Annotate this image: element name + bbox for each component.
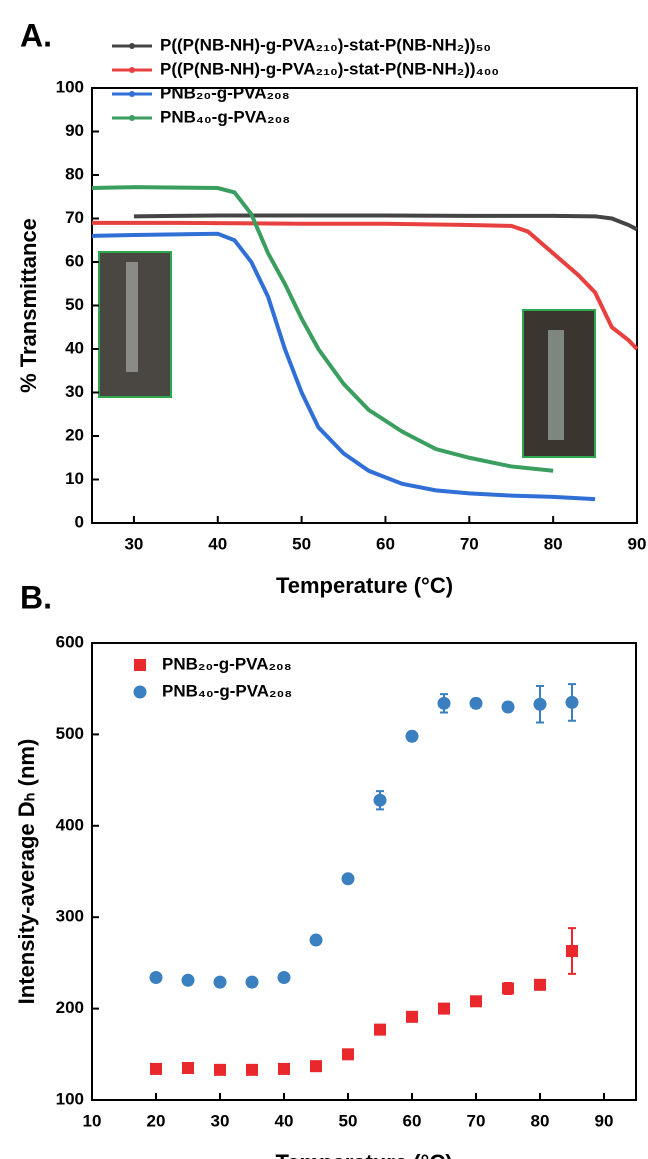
point [213, 975, 227, 989]
legend-label: PNB₄₀-g-PVA₂₀₈ [162, 681, 292, 700]
point [502, 982, 514, 995]
y-tick-label: 40 [65, 338, 84, 357]
x-tick-label: 80 [531, 1111, 550, 1130]
x-tick-label: 40 [275, 1111, 294, 1130]
point [470, 995, 482, 1008]
point [373, 793, 387, 807]
y-axis-title: % Transmittance [16, 218, 41, 393]
legend-marker [129, 67, 135, 73]
legend-label: P((P(NB-NH)-g-PVA₂₁₀)-stat-P(NB-NH₂))₅₀ [160, 35, 491, 54]
y-tick-label: 0 [75, 512, 84, 531]
point [566, 945, 578, 958]
x-tick-label: 40 [208, 534, 227, 553]
point [406, 1010, 418, 1023]
point [246, 1063, 258, 1076]
x-tick-label: 80 [544, 534, 563, 553]
x-tick-label: 20 [147, 1111, 166, 1130]
legend-label: PNB₂₀-g-PVA₂₀₈ [162, 654, 292, 673]
y-tick-label: 70 [65, 208, 84, 227]
point [149, 971, 163, 985]
plot-frame [91, 642, 637, 1101]
y-tick-label: 300 [56, 907, 84, 926]
series-line [91, 185, 554, 473]
point [534, 978, 546, 991]
x-tick-label: 70 [467, 1111, 486, 1130]
point [182, 1062, 194, 1075]
series-line [91, 231, 596, 502]
legend-marker [134, 659, 146, 671]
y-tick-label: 100 [56, 77, 84, 96]
point [277, 971, 291, 985]
y-axis-title: Intensity-average Dₕ (nm) [14, 739, 39, 1005]
series-line [133, 213, 638, 232]
y-tick-label: 200 [56, 998, 84, 1017]
y-tick-label: 100 [56, 1089, 84, 1108]
legend-marker [129, 115, 135, 121]
legend-marker [133, 685, 147, 699]
point [342, 1048, 354, 1061]
point [278, 1062, 290, 1075]
x-tick-label: 30 [124, 534, 143, 553]
point [309, 933, 323, 947]
y-tick-label: 20 [65, 425, 84, 444]
x-tick-label: 50 [339, 1111, 358, 1130]
y-tick-label: 500 [56, 724, 84, 743]
point [245, 975, 259, 989]
point [405, 729, 419, 743]
x-tick-label: 60 [403, 1111, 422, 1130]
inset-cuvette [126, 262, 138, 372]
legend-label: PNB₂₀-g-PVA₂₀₈ [160, 83, 290, 102]
point [438, 1002, 450, 1015]
x-axis-title: Temperature (°C) [276, 573, 453, 598]
point [341, 872, 355, 886]
y-tick-label: 30 [65, 382, 84, 401]
inset-cuvette [548, 330, 564, 440]
x-tick-label: 90 [595, 1111, 614, 1130]
legend-marker [129, 43, 135, 49]
y-tick-label: 400 [56, 815, 84, 834]
x-tick-label: 50 [292, 534, 311, 553]
point [310, 1060, 322, 1073]
x-tick-label: 10 [83, 1111, 102, 1130]
y-tick-label: 50 [65, 295, 84, 314]
point [501, 700, 515, 714]
y-tick-label: 60 [65, 251, 84, 270]
point [533, 697, 547, 711]
x-tick-label: 90 [628, 534, 647, 553]
panel-label: A. [20, 17, 52, 53]
legend-label: PNB₄₀-g-PVA₂₀₈ [160, 107, 290, 126]
x-tick-label: 60 [376, 534, 395, 553]
x-tick-label: 30 [211, 1111, 230, 1130]
point [181, 973, 195, 987]
point [469, 696, 483, 710]
point [150, 1062, 162, 1075]
x-tick-label: 70 [460, 534, 479, 553]
series-line [92, 220, 639, 351]
x-axis-title: Temperature (°C) [275, 1150, 452, 1159]
point [374, 1023, 386, 1036]
panel-label: B. [20, 579, 52, 615]
y-tick-label: 80 [65, 164, 84, 183]
point [214, 1063, 226, 1076]
point [565, 695, 579, 709]
legend-label: P((P(NB-NH)-g-PVA₂₁₀)-stat-P(NB-NH₂))₄₀₀ [160, 59, 499, 78]
y-tick-label: 10 [65, 469, 84, 488]
point [437, 696, 451, 710]
legend-marker [129, 91, 135, 97]
y-tick-label: 90 [65, 121, 84, 140]
y-tick-label: 600 [56, 632, 84, 651]
